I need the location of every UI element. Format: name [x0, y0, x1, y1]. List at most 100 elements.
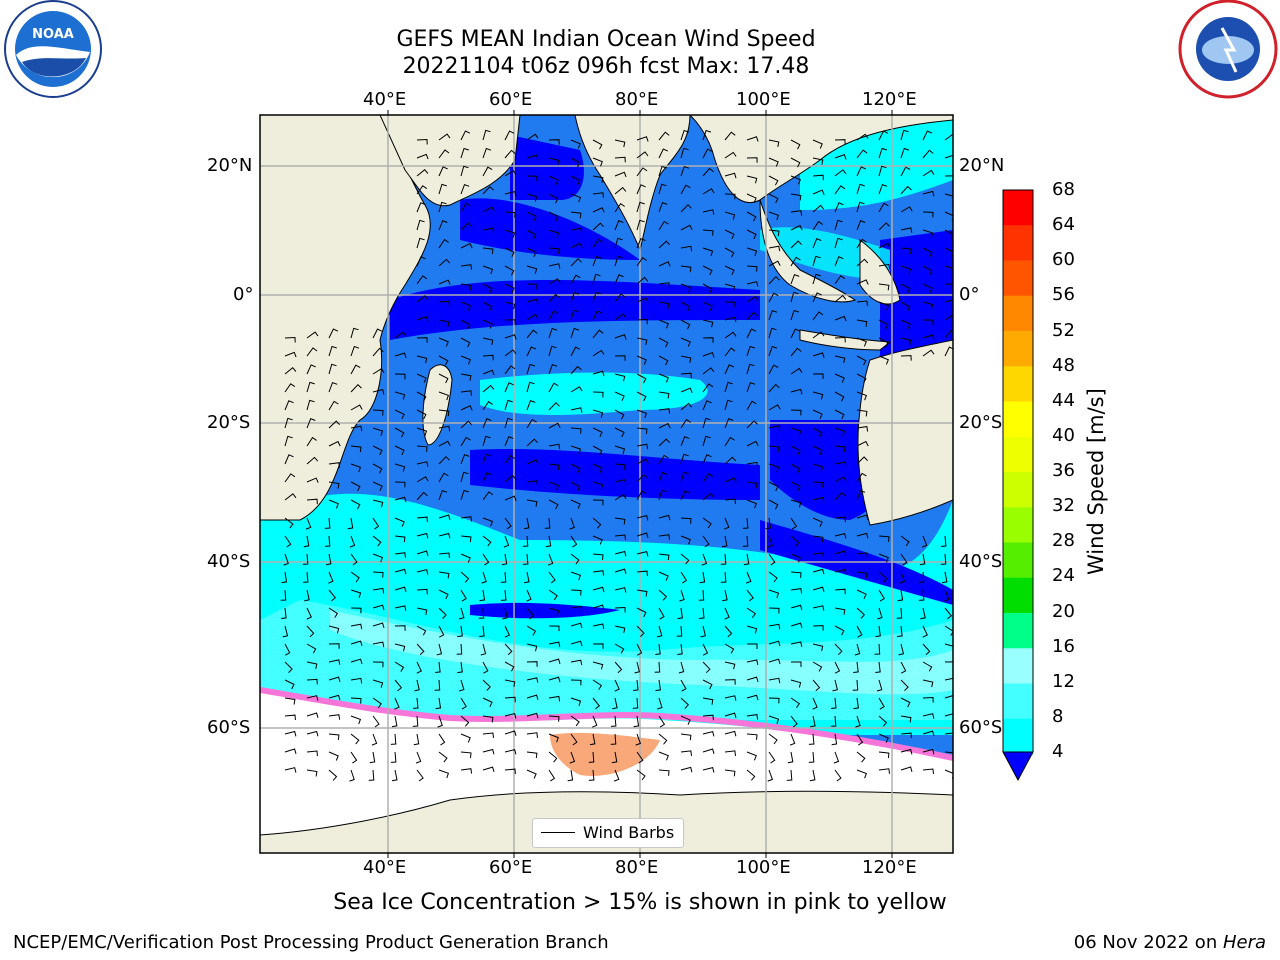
wind-barb [658, 438, 671, 447]
wind-barb [658, 422, 671, 429]
wind-barb [900, 166, 911, 177]
wind-barb [548, 327, 558, 339]
wind-barb [658, 201, 668, 213]
wind-barb [434, 679, 441, 691]
wind-barb [768, 309, 778, 321]
wind-barb [834, 492, 846, 501]
wind-barb [702, 517, 712, 529]
wind-barb [636, 355, 647, 365]
wind-barb [394, 409, 405, 420]
wind-barb [702, 351, 715, 358]
wind-barb [812, 643, 824, 652]
wind-barb [900, 319, 911, 329]
wind-barb [281, 571, 288, 584]
wind-barb [680, 245, 693, 252]
wind-barb [328, 481, 340, 489]
wind-barb [570, 309, 579, 321]
wind-barb [350, 345, 360, 357]
wind-barb [878, 301, 890, 311]
wind-barb [875, 625, 881, 638]
wind-barb [372, 679, 384, 688]
wind-barb [416, 315, 429, 322]
chart-subtitle: 20221104 t06z 096h fcst Max: 17.48 [402, 54, 810, 79]
wind-barb [548, 193, 559, 204]
wind-barb [658, 301, 670, 309]
wind-barb [438, 183, 447, 195]
wind-barb [438, 337, 449, 347]
wind-barb [394, 445, 405, 456]
wind-barb [680, 147, 689, 159]
wind-barb [438, 769, 450, 779]
wind-barb [900, 748, 913, 755]
wind-barb [592, 409, 604, 418]
wind-barb [702, 435, 711, 447]
wind-barb [592, 222, 605, 231]
wind-barb [392, 769, 398, 782]
wind-barb [790, 328, 801, 339]
wind-barb [438, 409, 450, 417]
wind-barb [680, 553, 690, 565]
wind-barb [656, 625, 663, 638]
wind-barb [658, 319, 669, 329]
wind-barb [918, 589, 925, 601]
wind-barb [284, 535, 292, 548]
wind-barb [856, 355, 867, 366]
wind-barb [724, 730, 737, 737]
wind-barb [900, 265, 912, 275]
wind-barb [372, 641, 385, 648]
wind-barb [459, 679, 465, 692]
wind-barb [482, 732, 494, 738]
wind-barb [658, 769, 670, 776]
wind-barb [658, 337, 669, 348]
wind-barb [720, 571, 727, 583]
wind-barb [832, 679, 839, 692]
svg-text:NOAA: NOAA [32, 27, 74, 42]
wind-barb [592, 463, 603, 474]
wind-barb [856, 769, 868, 779]
wind-barb [724, 229, 735, 240]
wind-barb [633, 715, 640, 728]
wind-barb [812, 535, 824, 543]
wind-barb [746, 481, 758, 489]
wind-barb [899, 571, 906, 584]
wind-barb [416, 337, 428, 343]
wind-barb [614, 293, 626, 303]
wind-barb [306, 695, 319, 701]
wind-barb [394, 496, 407, 503]
wind-barb [655, 643, 661, 655]
wind-barb [416, 569, 429, 575]
wind-barb [768, 292, 779, 303]
wind-barb [394, 463, 406, 472]
wind-barb [702, 730, 715, 737]
wind-barb [614, 606, 626, 613]
wind-barb [878, 733, 889, 743]
wind-barb [460, 516, 473, 522]
wind-barb [372, 517, 380, 530]
wind-barb [416, 516, 428, 523]
wind-barb [724, 498, 736, 504]
wind-barb [614, 550, 627, 557]
wind-barb [724, 283, 736, 292]
wind-barb [746, 381, 756, 393]
wind-barb [394, 427, 405, 438]
wind-barb [350, 607, 362, 614]
lon-label-top: 100°E [736, 89, 791, 110]
wind-barb [724, 131, 736, 141]
wind-barb [702, 265, 713, 276]
wind-barb [658, 733, 668, 745]
wind-barb [768, 445, 780, 452]
wind-barb [724, 477, 737, 483]
wind-barb [809, 769, 816, 782]
wind-barb [592, 586, 605, 593]
wind-barb [460, 535, 472, 543]
wind-barb [768, 425, 781, 431]
wind-barb [768, 211, 780, 221]
wind-barb [415, 751, 422, 764]
wind-barb [328, 462, 341, 468]
wind-barb [350, 623, 363, 630]
wind-barb [790, 535, 800, 547]
wind-barb [394, 352, 407, 359]
wind-barb [834, 256, 844, 267]
wind-barb [856, 220, 866, 231]
caption: Sea Ice Concentration > 15% is shown in … [333, 890, 947, 915]
